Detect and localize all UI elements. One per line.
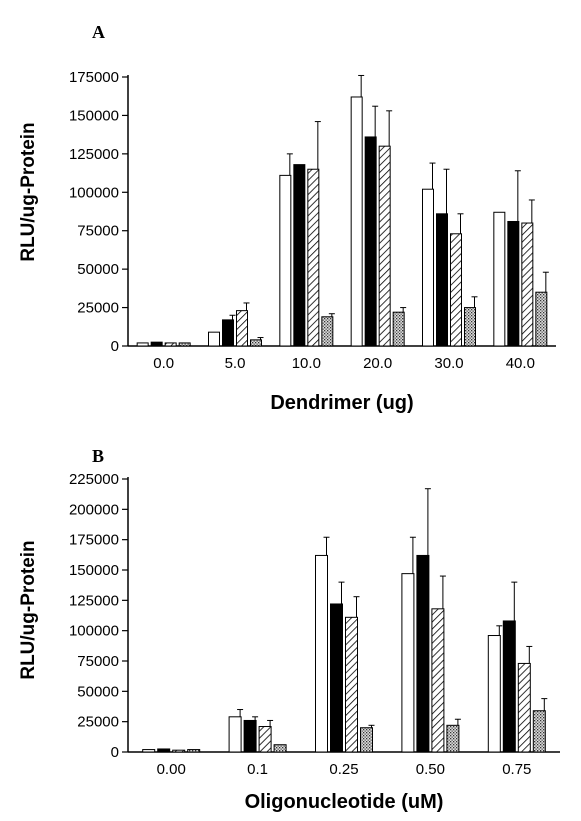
bar <box>243 719 257 753</box>
bar <box>178 342 191 347</box>
y-tick-label: 50000 <box>77 683 119 700</box>
bar <box>142 749 156 753</box>
y-tick-label: 75000 <box>77 653 119 670</box>
bar <box>364 136 377 347</box>
y-tick-label: 150000 <box>69 107 119 124</box>
x-tick-label: 0.00 <box>157 761 186 778</box>
bar <box>164 342 177 347</box>
x-axis-label: Dendrimer (ug) <box>270 392 413 414</box>
bar <box>350 96 363 347</box>
panel-label: B <box>92 446 104 466</box>
x-tick-label: 0.1 <box>247 761 268 778</box>
bar <box>535 291 548 347</box>
x-tick-label: 40.0 <box>506 355 535 372</box>
bar <box>517 662 531 753</box>
y-tick-label: 225000 <box>69 471 119 488</box>
panel-label: A <box>92 22 105 42</box>
y-tick-label: 25000 <box>77 300 119 317</box>
y-tick-label: 125000 <box>69 146 119 163</box>
bar <box>360 727 373 753</box>
bar <box>507 220 520 347</box>
x-tick-label: 20.0 <box>363 355 392 372</box>
bar <box>431 608 445 753</box>
y-tick-label: 150000 <box>69 562 119 579</box>
bar <box>172 749 186 753</box>
x-tick-label: 0.50 <box>416 761 445 778</box>
bar <box>378 145 391 347</box>
bar <box>273 744 287 753</box>
x-tick-label: 0.75 <box>502 761 531 778</box>
bar <box>279 174 292 347</box>
y-tick-label: 125000 <box>69 592 119 609</box>
bar <box>502 620 516 753</box>
y-tick-label: 100000 <box>69 184 119 201</box>
x-tick-label: 0.25 <box>329 761 358 778</box>
x-tick-label: 5.0 <box>225 355 246 372</box>
x-tick-label: 0.0 <box>153 355 174 372</box>
y-tick-label: 25000 <box>77 714 119 731</box>
bar <box>236 310 248 347</box>
bar <box>401 573 415 753</box>
x-tick-label: 10.0 <box>292 355 321 372</box>
bar <box>487 635 501 753</box>
bar <box>250 339 262 347</box>
bar <box>321 316 334 347</box>
bar <box>330 603 343 753</box>
y-tick-label: 50000 <box>77 261 119 278</box>
x-axis-label: Oligonucleotide (uM) <box>245 791 444 813</box>
bar <box>293 164 306 347</box>
bar <box>187 749 201 753</box>
bar <box>157 748 171 753</box>
y-tick-label: 175000 <box>69 532 119 549</box>
y-tick-label: 75000 <box>77 223 119 240</box>
y-tick-label: 0 <box>111 338 119 355</box>
y-axis-label: RLU/ug-Protein <box>18 122 39 261</box>
bar <box>315 554 328 753</box>
y-tick-label: 175000 <box>69 69 119 86</box>
x-tick-label: 30.0 <box>434 355 463 372</box>
bar <box>345 616 358 753</box>
bar <box>136 342 149 347</box>
y-tick-label: 0 <box>111 744 119 761</box>
bar <box>436 213 448 347</box>
y-tick-label: 100000 <box>69 623 119 640</box>
bar <box>307 168 320 347</box>
chart-panel-b: B RLU/ug-Protein Oligonucleotide (uM) 0 2… <box>18 446 560 813</box>
bar <box>150 341 163 347</box>
bar <box>208 331 220 347</box>
bar <box>228 716 242 753</box>
bar <box>450 233 462 347</box>
bar <box>392 311 405 347</box>
chart-panel-a: A RLU/ug-Protein Dendrimer (ug) 0 25000 50… <box>18 22 556 414</box>
bar <box>446 724 460 753</box>
bar <box>258 726 272 753</box>
y-tick-label: 200000 <box>69 501 119 518</box>
bar <box>464 307 476 347</box>
y-axis-label: RLU/ug-Protein <box>18 540 39 679</box>
bar <box>416 554 430 753</box>
bar <box>222 319 234 347</box>
bar <box>521 222 534 347</box>
bar <box>493 211 506 347</box>
bar <box>422 188 434 347</box>
bar <box>532 710 546 753</box>
